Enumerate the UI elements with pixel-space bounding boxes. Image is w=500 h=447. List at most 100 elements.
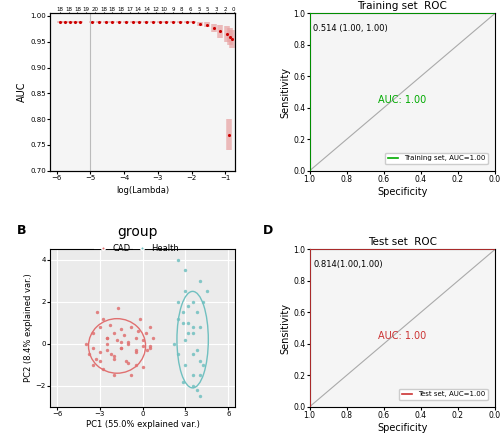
Point <box>103 334 111 341</box>
Point <box>210 24 218 31</box>
Legend: Training set, AUC=1.00: Training set, AUC=1.00 <box>385 152 488 164</box>
X-axis label: Specificity: Specificity <box>377 423 428 433</box>
Point <box>124 338 132 346</box>
Y-axis label: Sensitivity: Sensitivity <box>280 303 290 354</box>
X-axis label: Specificity: Specificity <box>377 187 428 197</box>
Title: Test set  ROC: Test set ROC <box>368 237 437 247</box>
Point <box>136 19 143 26</box>
Point <box>196 393 204 400</box>
Point <box>110 353 118 360</box>
Point <box>223 30 231 38</box>
Point <box>148 334 156 341</box>
Point <box>128 19 136 26</box>
Point <box>120 332 128 339</box>
Point <box>182 19 190 26</box>
Point <box>188 298 196 305</box>
Point <box>182 288 190 295</box>
Point <box>226 33 234 40</box>
Point <box>174 256 182 263</box>
Point <box>228 36 236 43</box>
Point <box>124 359 132 366</box>
Point <box>122 357 130 364</box>
Point <box>132 346 140 354</box>
Training set, AUC=1.00 <box>492 11 498 16</box>
Text: 0.514 (1.00, 1.00): 0.514 (1.00, 1.00) <box>314 25 388 34</box>
Point <box>110 372 118 379</box>
Point <box>198 361 206 368</box>
Point <box>93 309 101 316</box>
Point <box>108 351 116 358</box>
Point <box>136 315 144 322</box>
X-axis label: PC1 (55.0% explained var.): PC1 (55.0% explained var.) <box>86 420 200 429</box>
Text: A: A <box>16 0 26 1</box>
Text: AUC: 1.00: AUC: 1.00 <box>378 331 426 341</box>
Point <box>188 324 196 331</box>
Point <box>146 345 154 352</box>
Point <box>84 351 92 358</box>
Point <box>188 372 196 379</box>
Point <box>118 345 126 352</box>
Point <box>114 304 122 312</box>
Point <box>103 334 111 341</box>
Point <box>198 298 206 305</box>
Point <box>142 330 150 337</box>
Point <box>146 324 154 331</box>
Point <box>122 19 130 26</box>
Legend: Test set, AUC=1.00: Test set, AUC=1.00 <box>399 388 488 400</box>
Point <box>193 346 201 354</box>
Point <box>76 19 84 26</box>
Point <box>143 346 151 354</box>
Point <box>96 349 104 356</box>
Point <box>108 19 116 26</box>
Point <box>138 363 146 371</box>
Point <box>188 351 196 358</box>
Point <box>142 19 150 26</box>
Point <box>124 340 132 347</box>
Training set, AUC=1.00 <box>306 168 312 173</box>
Point <box>61 19 69 26</box>
Text: C: C <box>263 0 272 1</box>
Legend: CAD, Health: CAD, Health <box>92 222 182 256</box>
Point <box>96 324 104 331</box>
Point <box>138 342 146 350</box>
Point <box>92 355 100 362</box>
Point <box>132 361 140 368</box>
Point <box>118 338 126 346</box>
Point <box>196 357 204 364</box>
Point <box>203 21 211 28</box>
Point <box>182 361 190 368</box>
Point <box>99 315 107 322</box>
Point <box>226 131 234 138</box>
Point <box>106 321 114 329</box>
Point <box>118 345 126 352</box>
Text: B: B <box>16 224 26 237</box>
Point <box>190 19 198 26</box>
Line: Training set, AUC=1.00: Training set, AUC=1.00 <box>310 13 495 171</box>
Point <box>146 342 154 350</box>
Point <box>132 349 140 356</box>
Point <box>178 378 186 385</box>
Point <box>184 303 192 310</box>
X-axis label: log(Lambda): log(Lambda) <box>116 186 170 195</box>
Point <box>196 20 204 27</box>
Text: 0.814(1.00,1.00): 0.814(1.00,1.00) <box>314 261 383 270</box>
Point <box>89 361 97 368</box>
Title: Training set  ROC: Training set ROC <box>358 1 447 11</box>
Point <box>149 19 157 26</box>
Point <box>188 330 196 337</box>
Point <box>134 328 142 335</box>
Point <box>56 19 64 26</box>
Point <box>178 309 186 316</box>
Point <box>169 19 177 26</box>
Point <box>128 372 136 379</box>
Point <box>176 19 184 26</box>
Point <box>96 357 104 364</box>
Point <box>174 315 182 322</box>
Point <box>95 19 103 26</box>
Line: Test set, AUC=1.00: Test set, AUC=1.00 <box>310 249 495 407</box>
Point <box>188 382 196 389</box>
Point <box>196 372 204 379</box>
Point <box>82 340 90 347</box>
Point <box>178 319 186 326</box>
Point <box>196 277 204 284</box>
